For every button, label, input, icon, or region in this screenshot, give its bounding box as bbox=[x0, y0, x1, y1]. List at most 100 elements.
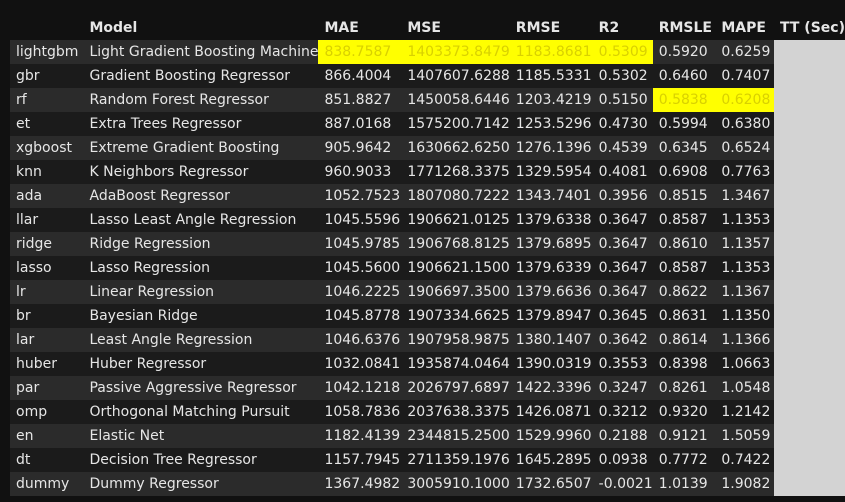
cell-model: Elastic Net bbox=[83, 424, 319, 448]
cell-model: Linear Regression bbox=[83, 280, 319, 304]
cell-mse: 1403373.8479 bbox=[401, 40, 510, 64]
cell-rmse: 1379.6338 bbox=[509, 208, 593, 232]
cell-tt bbox=[774, 208, 845, 232]
cell-mse: 2711359.1976 bbox=[401, 448, 510, 472]
cell-tt bbox=[774, 400, 845, 424]
table-row: llar Lasso Least Angle Regression 1045.559… bbox=[10, 208, 845, 232]
cell-tt bbox=[774, 88, 845, 112]
cell-model: Ridge Regression bbox=[83, 232, 319, 256]
cell-mae: 1042.1218 bbox=[318, 376, 402, 400]
cell-mape: 1.0548 bbox=[715, 376, 774, 400]
cell-id: huber bbox=[10, 352, 84, 376]
cell-rmse: 1422.3396 bbox=[509, 376, 593, 400]
cell-mse: 1771268.3375 bbox=[401, 160, 510, 184]
cell-rmsle: 0.8631 bbox=[652, 304, 716, 328]
cell-r2: 0.3647 bbox=[592, 208, 653, 232]
table-body: lightgbm Light Gradient Boosting Machine 8… bbox=[10, 40, 845, 496]
cell-id: en bbox=[10, 424, 84, 448]
cell-mape: 1.1353 bbox=[715, 208, 774, 232]
cell-tt bbox=[774, 160, 845, 184]
results-table-container: Model MAE MSE RMSE R2 RMSLE MAPE TT (Sec… bbox=[10, 16, 845, 496]
cell-r2: 0.3212 bbox=[592, 400, 653, 424]
cell-id: lar bbox=[10, 328, 84, 352]
cell-rmsle: 0.8587 bbox=[652, 208, 716, 232]
cell-mape: 0.6524 bbox=[715, 136, 774, 160]
cell-mape: 0.6259 bbox=[715, 40, 774, 64]
cell-r2: 0.4730 bbox=[592, 112, 653, 136]
cell-mse: 1450058.6446 bbox=[401, 88, 510, 112]
cell-rmsle: 0.5838 bbox=[652, 88, 716, 112]
cell-tt bbox=[774, 376, 845, 400]
cell-id: llar bbox=[10, 208, 84, 232]
cell-mape: 1.5059 bbox=[715, 424, 774, 448]
cell-rmsle: 0.8614 bbox=[652, 328, 716, 352]
cell-mae: 887.0168 bbox=[318, 112, 402, 136]
cell-mse: 1907334.6625 bbox=[401, 304, 510, 328]
cell-rmsle: 0.8515 bbox=[652, 184, 716, 208]
cell-tt bbox=[774, 424, 845, 448]
cell-rmsle: 0.8398 bbox=[652, 352, 716, 376]
cell-tt bbox=[774, 40, 845, 64]
table-row: lasso Lasso Regression 1045.5600 1906621.15… bbox=[10, 256, 845, 280]
cell-model: Least Angle Regression bbox=[83, 328, 319, 352]
cell-model: Random Forest Regressor bbox=[83, 88, 319, 112]
cell-mape: 0.7407 bbox=[715, 64, 774, 88]
cell-id: rf bbox=[10, 88, 84, 112]
cell-rmsle: 0.5994 bbox=[652, 112, 716, 136]
cell-mape: 1.3467 bbox=[715, 184, 774, 208]
cell-mae: 1367.4982 bbox=[318, 472, 402, 496]
cell-rmse: 1276.1396 bbox=[509, 136, 593, 160]
cell-rmse: 1645.2895 bbox=[509, 448, 593, 472]
cell-mae: 1045.8778 bbox=[318, 304, 402, 328]
cell-tt bbox=[774, 304, 845, 328]
model-comparison-table: Model MAE MSE RMSE R2 RMSLE MAPE TT (Sec… bbox=[10, 16, 845, 496]
cell-mse: 2344815.2500 bbox=[401, 424, 510, 448]
cell-mse: 2037638.3375 bbox=[401, 400, 510, 424]
cell-rmse: 1380.1407 bbox=[509, 328, 593, 352]
cell-tt bbox=[774, 448, 845, 472]
cell-model: Orthogonal Matching Pursuit bbox=[83, 400, 319, 424]
table-row: omp Orthogonal Matching Pursuit 1058.7836 2… bbox=[10, 400, 845, 424]
cell-rmsle: 0.8587 bbox=[652, 256, 716, 280]
table-row: lr Linear Regression 1046.2225 1906697.3500… bbox=[10, 280, 845, 304]
cell-rmse: 1529.9960 bbox=[509, 424, 593, 448]
cell-mae: 1058.7836 bbox=[318, 400, 402, 424]
cell-tt bbox=[774, 328, 845, 352]
cell-model: Dummy Regressor bbox=[83, 472, 319, 496]
table-row: dummy Dummy Regressor 1367.4982 3005910.100… bbox=[10, 472, 845, 496]
cell-rmse: 1379.6339 bbox=[509, 256, 593, 280]
cell-tt bbox=[774, 112, 845, 136]
cell-mae: 905.9642 bbox=[318, 136, 402, 160]
cell-mse: 1407607.6288 bbox=[401, 64, 510, 88]
cell-mae: 1182.4139 bbox=[318, 424, 402, 448]
cell-mae: 1032.0841 bbox=[318, 352, 402, 376]
cell-mape: 1.1353 bbox=[715, 256, 774, 280]
cell-id: ada bbox=[10, 184, 84, 208]
cell-rmse: 1379.6636 bbox=[509, 280, 593, 304]
cell-mape: 0.6208 bbox=[715, 88, 774, 112]
cell-id: knn bbox=[10, 160, 84, 184]
cell-id: par bbox=[10, 376, 84, 400]
cell-rmse: 1732.6507 bbox=[509, 472, 593, 496]
table-row: knn K Neighbors Regressor 960.9033 1771268.… bbox=[10, 160, 845, 184]
cell-model: Huber Regressor bbox=[83, 352, 319, 376]
cell-r2: 0.3645 bbox=[592, 304, 653, 328]
table-row: par Passive Aggressive Regressor 1042.1218… bbox=[10, 376, 845, 400]
cell-rmsle: 0.8610 bbox=[652, 232, 716, 256]
cell-model: Extra Trees Regressor bbox=[83, 112, 319, 136]
cell-tt bbox=[774, 472, 845, 496]
cell-mape: 1.2142 bbox=[715, 400, 774, 424]
cell-rmsle: 0.8261 bbox=[652, 376, 716, 400]
cell-mse: 1907958.9875 bbox=[401, 328, 510, 352]
cell-id: lasso bbox=[10, 256, 84, 280]
cell-mse: 1807080.7222 bbox=[401, 184, 510, 208]
column-header-mae: MAE bbox=[318, 16, 402, 40]
table-row: br Bayesian Ridge 1045.8778 1907334.6625 137… bbox=[10, 304, 845, 328]
cell-mse: 1935874.0464 bbox=[401, 352, 510, 376]
table-row: xgboost Extreme Gradient Boosting 905.9642… bbox=[10, 136, 845, 160]
cell-mae: 1045.9785 bbox=[318, 232, 402, 256]
cell-id: et bbox=[10, 112, 84, 136]
cell-model: Gradient Boosting Regressor bbox=[83, 64, 319, 88]
cell-tt bbox=[774, 280, 845, 304]
table-row: dt Decision Tree Regressor 1157.7945 271135… bbox=[10, 448, 845, 472]
